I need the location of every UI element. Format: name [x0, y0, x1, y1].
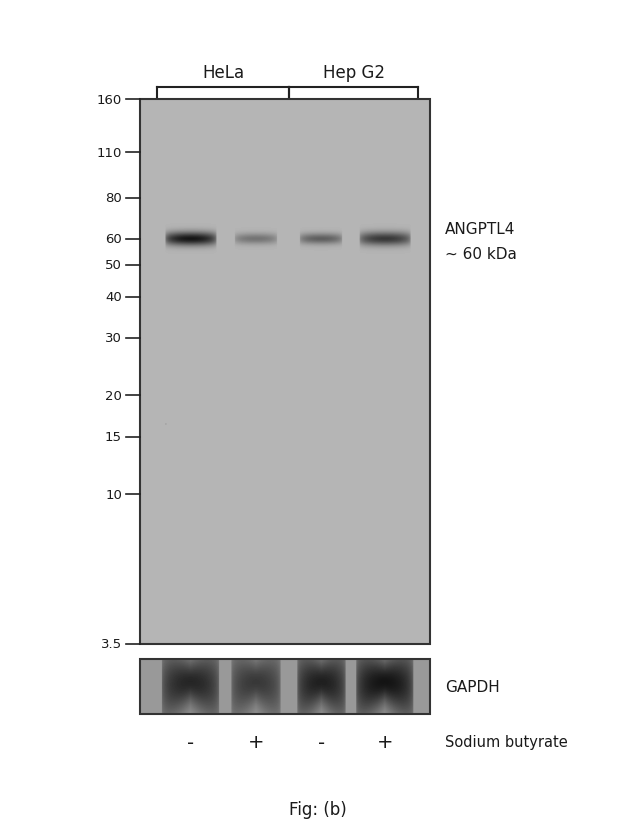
Text: 60: 60: [105, 233, 122, 246]
Text: +: +: [248, 732, 264, 752]
Text: Fig: (b): Fig: (b): [289, 800, 346, 818]
Text: 30: 30: [105, 332, 122, 344]
Text: Sodium butyrate: Sodium butyrate: [445, 735, 568, 750]
Text: +: +: [377, 732, 393, 752]
Text: HeLa: HeLa: [203, 64, 244, 82]
Text: 160: 160: [97, 94, 122, 106]
Text: -: -: [187, 732, 194, 752]
Bar: [140, 660, 430, 714]
Text: 50: 50: [105, 259, 122, 272]
Text: -: -: [318, 732, 325, 752]
Text: 40: 40: [105, 291, 122, 303]
Text: ~ 60 kDa: ~ 60 kDa: [445, 247, 517, 262]
Text: 80: 80: [105, 192, 122, 205]
Text: GAPDH: GAPDH: [445, 679, 500, 694]
Text: 3.5: 3.5: [101, 638, 122, 650]
Text: 110: 110: [97, 147, 122, 160]
Bar: [140, 99, 430, 645]
Text: 20: 20: [105, 390, 122, 402]
Text: ANGPTL4: ANGPTL4: [445, 222, 516, 237]
Text: 10: 10: [105, 488, 122, 501]
Text: 15: 15: [105, 431, 122, 443]
Text: Hep G2: Hep G2: [323, 64, 385, 82]
